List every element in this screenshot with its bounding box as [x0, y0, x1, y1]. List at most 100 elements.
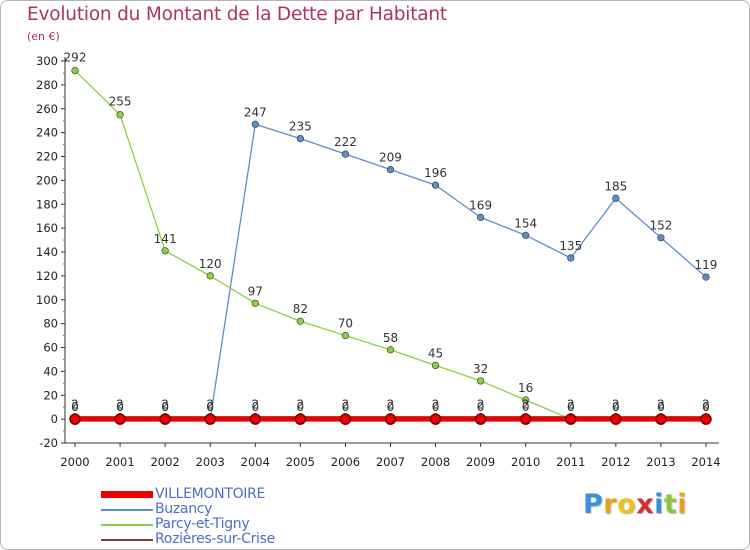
data-point [341, 331, 350, 340]
data-label: 0 [477, 400, 485, 414]
logo-letter: P [583, 489, 604, 520]
data-label: 2 [116, 398, 124, 412]
data-point [431, 181, 440, 189]
data-point [565, 413, 577, 425]
data-label: 58 [383, 331, 398, 345]
y-tick-label: -20 [39, 436, 58, 450]
legend-swatch [101, 509, 153, 511]
data-label: 2 [297, 398, 305, 412]
x-tick-label: 2012 [601, 455, 630, 469]
y-tick-label: 120 [36, 269, 58, 283]
data-label: 0 [387, 400, 395, 414]
data-label: 0 [702, 400, 710, 414]
data-point [251, 120, 259, 128]
x-tick-label: 2000 [60, 455, 89, 469]
legend-label: Buzancy [155, 501, 213, 517]
logo-letter: i [654, 489, 664, 520]
data-label: 0 [297, 400, 305, 414]
data-point [206, 272, 214, 280]
x-tick-label: 2011 [556, 455, 585, 469]
x-tick-label: 2009 [466, 455, 495, 469]
data-label: 196 [424, 166, 447, 180]
data-label: 0 [251, 400, 259, 414]
legend-swatch [101, 524, 153, 526]
data-label: 0 [702, 400, 710, 414]
data-label: 0 [612, 400, 620, 414]
x-tick-label: 2006 [331, 455, 360, 469]
x-tick-label: 2010 [511, 455, 540, 469]
x-tick-label: 2014 [691, 455, 720, 469]
legend-label: Rozières-sur-Crise [155, 531, 275, 547]
data-label: 247 [244, 105, 267, 119]
data-label: 154 [514, 216, 537, 230]
legend-label: VILLEMONTOIRE [155, 486, 266, 502]
data-point [296, 317, 304, 325]
chart-title: Evolution du Montant de la Dette par Hab… [27, 4, 447, 25]
data-label: 255 [109, 95, 132, 109]
y-tick-label: 280 [36, 78, 58, 92]
data-point [700, 413, 712, 425]
x-tick-label: 2008 [421, 455, 450, 469]
x-tick-label: 2003 [196, 455, 225, 469]
data-label: 0 [657, 400, 665, 414]
data-label: 0 [612, 400, 620, 414]
data-label: 45 [428, 346, 443, 360]
data-label: 2 [522, 398, 530, 412]
data-label: 141 [154, 232, 177, 246]
data-point [612, 194, 620, 202]
data-point [610, 413, 622, 425]
data-point [161, 247, 169, 255]
y-tick-label: 260 [36, 102, 58, 116]
x-tick-label: 2002 [150, 455, 179, 469]
y-tick-label: 300 [36, 54, 58, 68]
y-tick-label: 240 [36, 126, 58, 140]
data-point [204, 413, 216, 425]
data-label: 2 [612, 398, 620, 412]
y-tick-label: 20 [43, 388, 58, 402]
data-label: 119 [695, 258, 718, 272]
data-label: 2 [657, 398, 665, 412]
logo-letter: t [663, 489, 678, 520]
data-label: 0 [567, 400, 575, 414]
data-point [71, 66, 79, 75]
data-label: 0 [71, 400, 79, 414]
y-tick-label: 160 [36, 221, 58, 235]
data-point [567, 254, 575, 262]
data-point [429, 413, 442, 425]
data-label: 0 [206, 400, 214, 414]
data-label: 32 [473, 362, 488, 376]
data-point [522, 231, 530, 239]
data-label: 120 [199, 257, 222, 271]
data-label: 0 [71, 400, 79, 414]
logo-letter: x [636, 489, 655, 520]
x-tick-label: 2013 [646, 455, 675, 469]
data-point [341, 150, 350, 158]
data-label: 235 [289, 120, 312, 134]
data-label: 2 [206, 398, 214, 412]
data-point [384, 413, 397, 425]
y-tick-label: 100 [36, 293, 58, 307]
data-label: 169 [469, 198, 492, 212]
data-label: 2 [161, 398, 169, 412]
data-label: 0 [432, 400, 440, 414]
data-point [386, 346, 395, 354]
data-point [431, 361, 440, 370]
data-point [522, 396, 530, 404]
data-label: 185 [604, 179, 627, 193]
data-point [114, 413, 126, 425]
y-tick-label: 80 [43, 317, 58, 331]
data-label: 0 [116, 400, 124, 414]
data-point [474, 413, 487, 425]
data-label: 222 [334, 135, 357, 149]
data-point [69, 413, 81, 425]
data-point [386, 166, 395, 174]
data-label: 2 [567, 398, 575, 412]
data-label: 2 [477, 398, 485, 412]
x-tick-label: 2007 [376, 455, 405, 469]
proxiti-logo: Proxiti [583, 489, 687, 520]
data-point [477, 377, 485, 385]
data-point [294, 413, 307, 425]
data-label: 135 [559, 239, 582, 253]
